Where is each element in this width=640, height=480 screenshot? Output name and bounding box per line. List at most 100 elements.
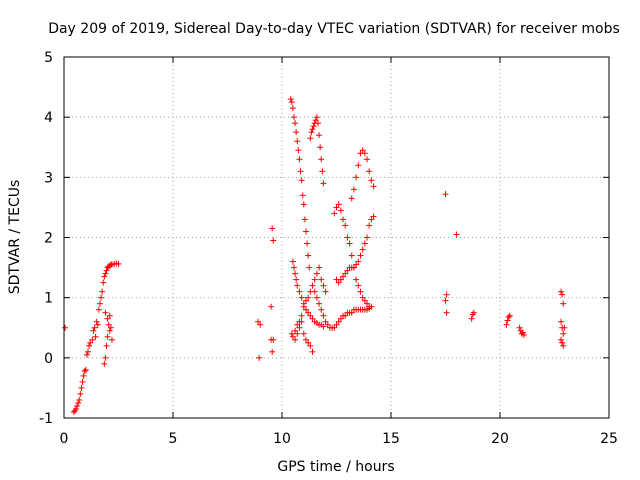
data-point <box>503 321 510 328</box>
data-point <box>288 330 295 337</box>
data-point <box>559 339 566 346</box>
data-point <box>313 294 320 301</box>
data-point <box>318 276 325 283</box>
data-point <box>302 336 309 343</box>
data-point <box>296 288 303 295</box>
data-point <box>353 276 360 283</box>
data-point <box>287 96 294 103</box>
data-point <box>290 114 297 121</box>
data-point <box>70 408 77 415</box>
data-point <box>366 168 373 175</box>
data-point <box>320 180 327 187</box>
data-point <box>301 216 308 223</box>
data-point <box>74 402 81 409</box>
data-point <box>100 279 107 286</box>
data-point <box>76 396 83 403</box>
data-point <box>255 318 262 325</box>
data-point <box>317 144 324 151</box>
data-point <box>83 351 90 358</box>
data-point <box>337 207 344 214</box>
data-point <box>105 321 112 328</box>
data-point <box>558 336 565 343</box>
x-tick-label: 20 <box>491 431 509 447</box>
data-point <box>102 354 109 361</box>
data-point <box>98 294 105 301</box>
data-point <box>295 147 302 154</box>
data-point <box>305 339 312 346</box>
data-point <box>342 222 349 229</box>
data-point <box>298 177 305 184</box>
data-point <box>102 309 109 316</box>
data-point <box>89 336 96 343</box>
data-point <box>298 318 305 325</box>
data-point <box>443 291 450 298</box>
tick-labels: 0 5 10 15 20 25 -1 0 1 2 3 4 5 <box>39 50 618 447</box>
data-point <box>302 228 309 235</box>
data-point <box>506 312 513 319</box>
data-point <box>77 390 84 397</box>
data-point <box>103 267 110 274</box>
data-point <box>368 177 375 184</box>
data-point <box>96 300 103 307</box>
data-point <box>348 309 355 316</box>
data-point <box>269 348 276 355</box>
data-point <box>333 204 340 211</box>
data-point <box>290 264 297 271</box>
data-point <box>298 312 305 319</box>
data-point <box>364 156 371 163</box>
data-point <box>294 138 301 145</box>
data-point <box>269 225 276 232</box>
data-point <box>335 201 342 208</box>
data-point <box>370 183 377 190</box>
data-point <box>313 270 320 277</box>
data-point <box>305 309 312 316</box>
data-point <box>310 123 317 130</box>
data-point <box>320 323 327 330</box>
data-point <box>470 309 477 316</box>
data-point <box>468 315 475 322</box>
data-point <box>293 129 300 136</box>
data-point <box>257 321 264 328</box>
data-point <box>342 312 349 319</box>
data-point <box>355 162 362 169</box>
data-point <box>442 297 449 304</box>
x-tick-label: 15 <box>382 431 400 447</box>
data-point <box>357 288 364 295</box>
data-point <box>333 321 340 328</box>
data-points <box>62 96 568 415</box>
data-point <box>298 294 305 301</box>
data-point <box>361 240 368 247</box>
data-point <box>62 324 69 331</box>
data-point <box>359 294 366 301</box>
data-point <box>335 318 342 325</box>
data-point <box>309 315 316 322</box>
data-point <box>366 222 373 229</box>
data-point <box>370 213 377 220</box>
data-point <box>561 324 568 331</box>
data-point <box>558 288 565 295</box>
data-point <box>305 252 312 259</box>
data-point <box>346 240 353 247</box>
data-point <box>316 132 323 139</box>
data-point <box>78 384 85 391</box>
data-point <box>82 366 89 373</box>
data-point <box>86 342 93 349</box>
axis-ticks <box>63 56 610 419</box>
data-point <box>307 342 314 349</box>
data-point <box>302 297 309 304</box>
data-point <box>442 191 449 198</box>
data-point <box>316 300 323 307</box>
data-point <box>292 270 299 277</box>
data-point <box>344 234 351 241</box>
data-point <box>318 156 325 163</box>
data-point <box>289 258 296 265</box>
data-point <box>504 317 511 324</box>
data-point <box>305 294 312 301</box>
data-point <box>296 324 303 331</box>
data-point <box>103 342 110 349</box>
data-point <box>311 276 318 283</box>
data-point <box>364 234 371 241</box>
data-point <box>256 354 263 361</box>
y-tick-label: 0 <box>44 351 53 367</box>
